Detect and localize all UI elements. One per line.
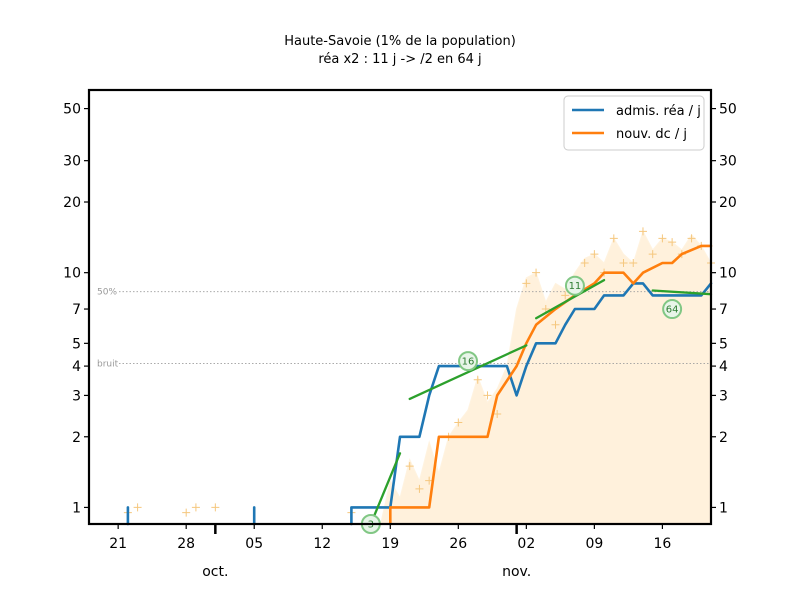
raw-point — [454, 418, 463, 427]
raw-point — [191, 503, 200, 512]
x-tick-label: 26 — [449, 536, 467, 552]
raw-point — [211, 503, 220, 512]
x-tick-label: 05 — [245, 536, 263, 552]
trend-line — [408, 344, 528, 401]
raw-point — [590, 250, 599, 259]
raw-point — [580, 258, 589, 267]
raw-point — [405, 462, 414, 471]
x-tick-label: 19 — [381, 536, 399, 552]
x-tick-label: 16 — [653, 536, 671, 552]
series-line-rea — [350, 282, 713, 526]
raw-point — [609, 234, 618, 243]
raw-point — [687, 234, 696, 243]
reference-line-label: bruit — [97, 360, 119, 370]
raw-band — [379, 229, 712, 525]
legend: admis. réa / j nouv. dc / j — [563, 95, 705, 151]
x-tick-label: 28 — [177, 536, 195, 552]
raw-point — [415, 484, 424, 493]
raw-point — [668, 238, 677, 247]
legend-label-dc: nouv. dc / j — [616, 127, 687, 142]
chart-title: Haute-Savoie (1% de la population) — [284, 34, 516, 49]
y-tick-label-right: 20 — [719, 195, 737, 211]
y-tick-label-left: 50 — [63, 102, 81, 118]
trend-bubble — [662, 299, 683, 320]
trend-bubble — [564, 275, 585, 296]
raw-point — [182, 508, 191, 517]
x-tick-label: 12 — [313, 536, 331, 552]
trend-bubble-label: 64 — [666, 305, 679, 316]
y-tick-label-right: 50 — [719, 102, 737, 118]
raw-point — [493, 410, 502, 419]
y-tick-label-right: 2 — [719, 430, 728, 446]
y-tick-label-right: 7 — [719, 302, 728, 318]
trend-line — [369, 452, 402, 526]
y-tick-label-right: 1 — [719, 500, 728, 516]
raw-band-area — [379, 229, 712, 525]
trend-bubble — [458, 351, 479, 372]
y-tick-label-left: 5 — [72, 336, 81, 352]
trend-bubble-label: 11 — [569, 281, 582, 292]
y-tick-label-left: 7 — [72, 302, 81, 318]
y-tick-label-left: 3 — [72, 388, 81, 404]
raw-point — [473, 375, 482, 384]
raw-point — [619, 258, 628, 267]
reference-line-label: 50% — [97, 288, 117, 298]
x-tick-label: 09 — [585, 536, 603, 552]
x-tick-label: 02 — [517, 536, 535, 552]
reference-lines: 50% bruit — [97, 288, 711, 370]
y-tick-label-right: 10 — [719, 266, 737, 282]
raw-point — [638, 227, 647, 236]
y-tick-label-left: 30 — [63, 154, 81, 170]
raw-point — [133, 503, 142, 512]
raw-point — [532, 268, 541, 277]
trend-line — [534, 278, 606, 320]
legend-label-rea: admis. réa / j — [616, 104, 701, 119]
raw-point — [483, 391, 492, 400]
month-label: nov. — [502, 564, 531, 580]
y-tick-label-right: 4 — [719, 359, 728, 375]
y-tick-label-right: 30 — [719, 154, 737, 170]
raw-point — [629, 258, 638, 267]
y-tick-label-left: 4 — [72, 359, 81, 375]
y-tick-label-left: 1 — [72, 500, 81, 516]
y-tick-label-right: 5 — [719, 336, 728, 352]
y-tick-label-left: 10 — [63, 266, 81, 282]
trend-line — [651, 289, 713, 296]
y-tick-label-left: 20 — [63, 195, 81, 211]
x-tick-label: 21 — [109, 536, 127, 552]
plot-frame — [87, 88, 713, 526]
raw-point — [648, 250, 657, 259]
raw-point — [561, 291, 570, 300]
raw-point — [522, 279, 531, 288]
raw-point — [551, 320, 560, 329]
raw-point — [658, 234, 667, 243]
month-label: oct. — [202, 564, 228, 580]
y-tick-label-right: 3 — [719, 388, 728, 404]
chart-subtitle: réa x2 : 11 j -> /2 en 64 j — [318, 52, 481, 67]
y-tick-label-left: 2 — [72, 430, 81, 446]
trend-bubble-label: 16 — [462, 357, 475, 368]
